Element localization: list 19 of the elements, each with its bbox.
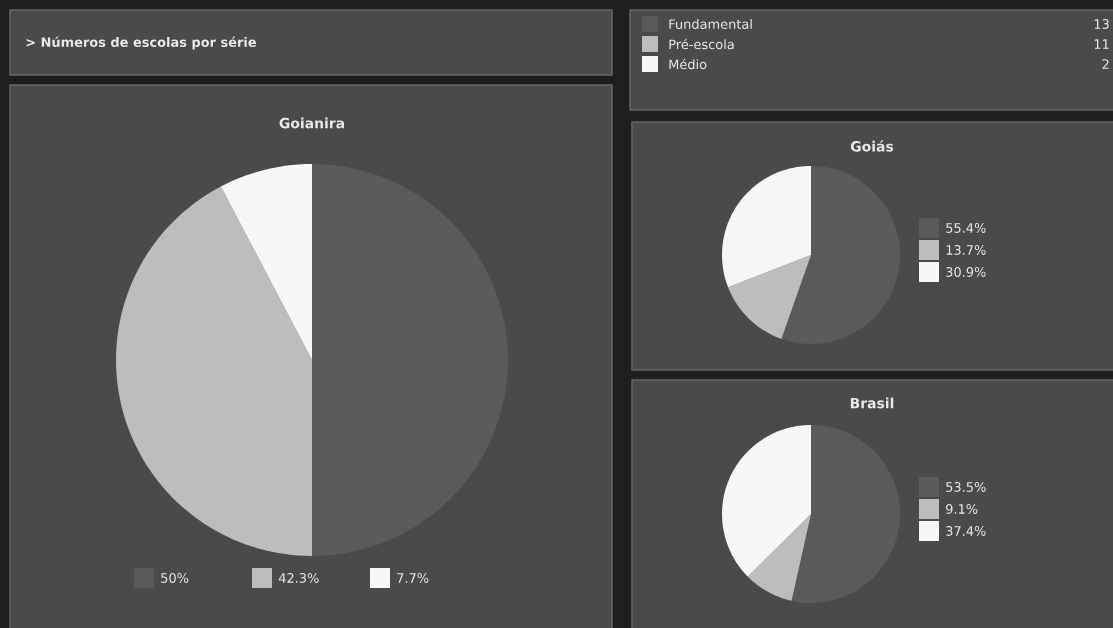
legend-label: 13.7% [946,245,986,255]
category-label: Fundamental [669,18,752,30]
data-label: 13 [1094,19,1109,29]
category-label: Pré-escola [669,38,734,50]
legend-label: 37.4% [946,526,986,536]
chart-title: Goianira [279,117,345,129]
legend-label: 9.1% [946,504,978,514]
data-label: 2 [1102,59,1109,69]
legend-label: 50% [161,573,189,583]
category-label: Médio [669,58,707,70]
data-label: 11 [1094,39,1109,49]
chart-title: Goiás [850,140,894,152]
legend-label: 55.4% [946,223,986,233]
legend-label: 7.7% [397,573,429,583]
legend-label: 53.5% [946,482,986,492]
legend-label: 30.9% [946,267,986,277]
legend-label: 42.3% [278,573,319,583]
chart-title: Brasil [850,397,894,409]
text: > Números de escolas por série [26,36,256,50]
